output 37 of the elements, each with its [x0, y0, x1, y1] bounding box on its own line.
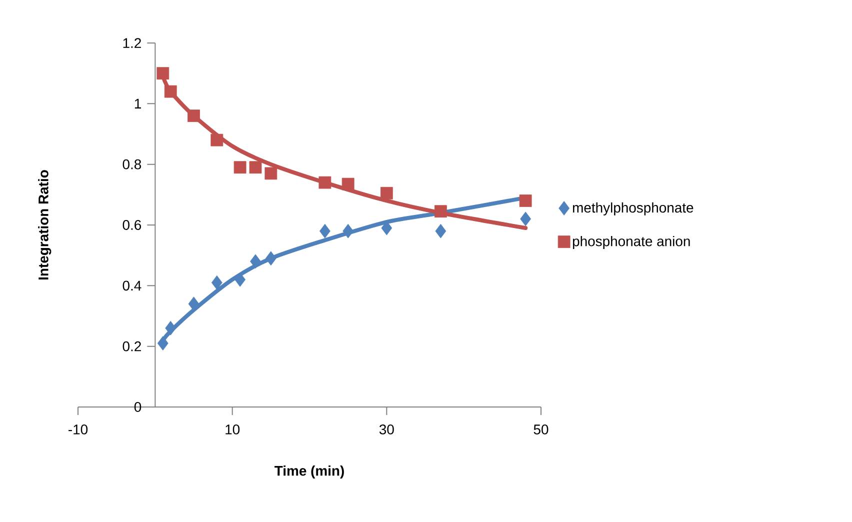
- y-tick-label: 0.6: [122, 220, 142, 230]
- point: [250, 254, 261, 269]
- point: [435, 224, 446, 238]
- point: [157, 336, 168, 350]
- y-tick-label: 0.4: [122, 280, 142, 291]
- y-tick-label: 1.2: [123, 38, 141, 48]
- x-axis-title: Time (min): [274, 466, 344, 479]
- y-tick-label: 0: [134, 402, 142, 412]
- y-tick-label: 1: [134, 98, 141, 108]
- x-tick-label: -10: [68, 424, 88, 434]
- x-tick-label: 50: [534, 424, 548, 434]
- point: [164, 85, 177, 98]
- point: [165, 320, 176, 336]
- point: [234, 272, 246, 287]
- point: [234, 161, 246, 174]
- point: [188, 110, 200, 122]
- x-tick-label: 30: [379, 424, 394, 434]
- y-tick-label: 0.8: [122, 159, 142, 170]
- point: [520, 212, 532, 226]
- point: [265, 251, 276, 266]
- point: [211, 275, 222, 290]
- point: [519, 194, 532, 207]
- point: [342, 178, 354, 190]
- point: [156, 67, 170, 80]
- point: [210, 134, 224, 146]
- y-axis-title: Integration Ratio: [38, 170, 52, 280]
- point: [380, 186, 393, 200]
- point: [319, 224, 330, 238]
- point: [249, 161, 262, 174]
- legend-label: methylphosphonate: [572, 202, 694, 216]
- point: [434, 205, 447, 218]
- point: [318, 176, 332, 189]
- legend-label: phosphonate anion: [572, 236, 690, 249]
- point: [342, 224, 354, 238]
- y-tick-label: 0.2: [122, 341, 141, 352]
- point: [264, 167, 278, 180]
- x-tick-label: 10: [226, 424, 240, 434]
